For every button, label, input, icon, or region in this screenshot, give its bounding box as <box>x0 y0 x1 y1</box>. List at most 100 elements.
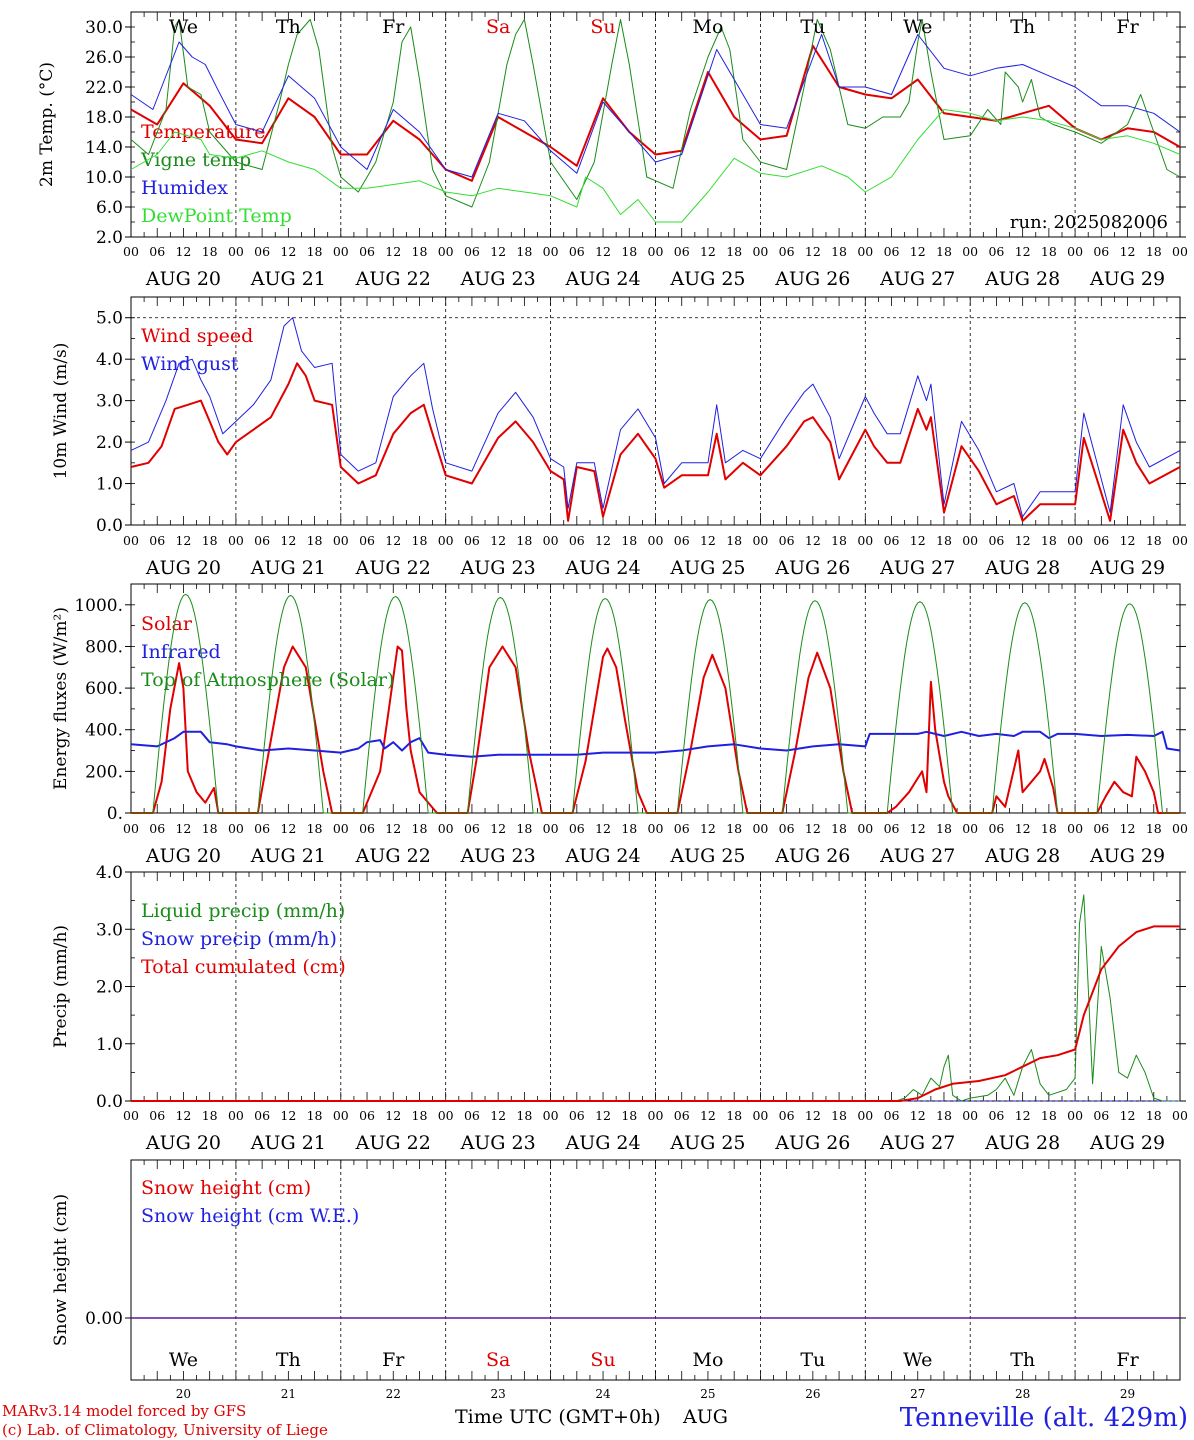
y-axis-label: 2m Temp. (°C) <box>37 62 57 187</box>
x-hour-label: 06 <box>884 244 900 259</box>
x-date-label: AUG 27 <box>879 557 955 579</box>
legend-entry: Snow precip (mm/h) <box>141 928 337 950</box>
x-hour-label: 06 <box>464 533 480 548</box>
x-hour-label: 18 <box>307 821 323 836</box>
x-hour-label: 12 <box>385 821 401 836</box>
x-hour-label: 06 <box>779 1108 795 1123</box>
x-date-label: AUG 26 <box>774 1132 850 1154</box>
weekday-label-bottom: We <box>169 1349 198 1371</box>
weekday-label-bottom: Fr <box>382 1349 405 1371</box>
x-hour-label: 00 <box>962 533 978 548</box>
x-hour-label: 00 <box>962 821 978 836</box>
y-tick-label: 30.0 <box>85 18 123 38</box>
series-line-humidex <box>130 34 1181 178</box>
weekday-label-top: Th <box>276 16 301 38</box>
x-hour-label: 18 <box>412 821 428 836</box>
x-hour-label: 12 <box>175 244 191 259</box>
x-hour-label: 06 <box>779 244 795 259</box>
y-axis-label: Snow height (cm) <box>51 1194 71 1346</box>
x-hour-label: 00 <box>438 244 454 259</box>
day-number-label: 21 <box>281 1387 296 1401</box>
legend-entry: Vigne temp <box>140 149 251 171</box>
x-hour-label: 12 <box>910 244 926 259</box>
series-line-top-of-atmosphere-solar- <box>131 593 1180 814</box>
x-hour-label: 06 <box>1093 533 1109 548</box>
x-hour-label: 18 <box>831 244 847 259</box>
x-hour-label: 00 <box>1172 821 1188 836</box>
x-hour-label: 18 <box>831 821 847 836</box>
x-hour-label: 06 <box>464 244 480 259</box>
x-date-label: AUG 20 <box>145 845 221 867</box>
x-hour-label: 18 <box>1041 244 1057 259</box>
x-hour-label: 12 <box>700 821 716 836</box>
x-hour-label: 12 <box>700 1108 716 1123</box>
x-hour-label: 06 <box>779 533 795 548</box>
x-hour-label: 12 <box>280 244 296 259</box>
x-hour-label: 00 <box>228 244 244 259</box>
x-hour-label: 06 <box>569 821 585 836</box>
y-axis-label: 10m Wind (m/s) <box>51 343 71 480</box>
y-tick-label: 5.0 <box>96 309 123 329</box>
x-hour-label: 00 <box>962 1108 978 1123</box>
series-line-wind-gust <box>130 317 1181 518</box>
x-date-label: AUG 27 <box>879 845 955 867</box>
y-tick-label: 600. <box>85 679 123 699</box>
x-date-label: AUG 25 <box>669 557 745 579</box>
weekday-label-bottom: We <box>903 1349 932 1371</box>
legend-entry: Temperature <box>141 121 265 143</box>
x-hour-label: 18 <box>202 1108 218 1123</box>
x-hour-label: 18 <box>1041 821 1057 836</box>
x-date-label: AUG 23 <box>460 557 536 579</box>
x-hour-label: 06 <box>988 1108 1004 1123</box>
x-date-label: AUG 28 <box>984 1132 1060 1154</box>
x-hour-label: 18 <box>621 1108 637 1123</box>
x-hour-label: 06 <box>359 1108 375 1123</box>
y-tick-label: 2.0 <box>96 978 123 998</box>
x-hour-label: 18 <box>516 821 532 836</box>
weekday-label-top: We <box>169 16 198 38</box>
x-hour-label: 18 <box>726 244 742 259</box>
time-axis-label: Time UTC (GMT+0h) <box>455 1406 661 1428</box>
x-hour-label: 06 <box>779 821 795 836</box>
weekday-label-bottom: Tu <box>800 1349 825 1371</box>
x-hour-label: 00 <box>123 533 139 548</box>
y-axis-label: Precip (mm/h) <box>51 925 71 1048</box>
day-number-label: 26 <box>805 1387 820 1401</box>
x-hour-label: 00 <box>228 1108 244 1123</box>
x-date-label: AUG 21 <box>250 268 326 290</box>
x-date-label: AUG 24 <box>564 845 640 867</box>
x-hour-label: 00 <box>333 244 349 259</box>
x-date-label: AUG 29 <box>1089 845 1165 867</box>
x-hour-label: 18 <box>831 533 847 548</box>
x-hour-label: 12 <box>280 1108 296 1123</box>
x-hour-label: 00 <box>1172 1108 1188 1123</box>
x-hour-label: 18 <box>831 1108 847 1123</box>
x-hour-label: 12 <box>175 533 191 548</box>
x-hour-label: 18 <box>412 1108 428 1123</box>
series-line-dewpoint-temp <box>130 109 1181 223</box>
weekday-label-bottom: Su <box>590 1349 615 1371</box>
x-hour-label: 00 <box>123 821 139 836</box>
x-hour-label: 18 <box>936 533 952 548</box>
weekday-label-top: Mo <box>692 16 723 38</box>
x-hour-label: 00 <box>752 244 768 259</box>
legend-entry: Solar <box>141 613 193 635</box>
x-date-label: AUG 23 <box>460 845 536 867</box>
x-date-label: AUG 24 <box>564 1132 640 1154</box>
x-hour-label: 18 <box>621 533 637 548</box>
legend-entry: Snow height (cm) <box>141 1177 311 1199</box>
y-tick-label: 0.0 <box>96 1092 123 1112</box>
x-hour-label: 00 <box>857 821 873 836</box>
x-hour-label: 18 <box>1146 244 1162 259</box>
x-hour-label: 18 <box>726 533 742 548</box>
x-date-label: AUG 23 <box>460 268 536 290</box>
x-hour-label: 06 <box>254 1108 270 1123</box>
x-hour-label: 06 <box>569 533 585 548</box>
legend-entry: Wind speed <box>141 325 253 347</box>
x-hour-label: 18 <box>202 533 218 548</box>
x-hour-label: 18 <box>936 1108 952 1123</box>
weekday-label-bottom: Fr <box>1116 1349 1139 1371</box>
legend-entry: Liquid precip (mm/h) <box>141 900 345 922</box>
x-date-label: AUG 29 <box>1089 1132 1165 1154</box>
